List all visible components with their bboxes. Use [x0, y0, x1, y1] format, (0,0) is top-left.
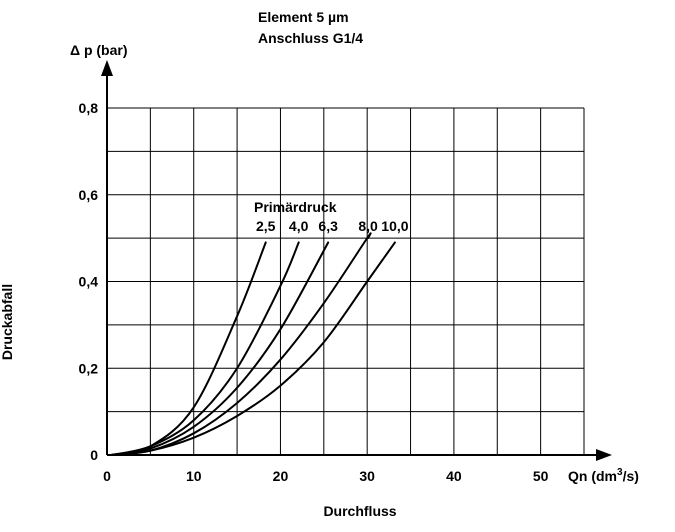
grid [107, 107, 585, 455]
y-axis-title: Druckabfall [0, 284, 15, 360]
chart-title-line-2: Anschluss G1/4 [258, 30, 363, 46]
x-tick-label: 30 [359, 468, 375, 484]
x-unit-label: Qn (dm3/s) [568, 467, 639, 484]
y-tick-label: 0,6 [79, 187, 99, 203]
legend-title: Primärdruck [254, 199, 337, 215]
series-curve [110, 241, 267, 456]
x-unit-label-sup: 3 [617, 467, 623, 478]
y-tick-label: 0,8 [79, 100, 99, 116]
series-label: 4,0 [289, 218, 309, 234]
x-tick-label: 10 [186, 468, 202, 484]
series-curve [110, 241, 396, 456]
y-tick-label: 0 [90, 447, 98, 463]
curves [110, 232, 396, 456]
series-label: 8,0 [358, 218, 378, 234]
x-axis-arrow [596, 449, 612, 461]
labels: Element 5 µm Anschluss G1/4 Δ p (bar) Dr… [0, 9, 639, 519]
series-label: 10,0 [381, 218, 408, 234]
x-unit-label-suffix: /s) [623, 468, 639, 484]
x-tick-label: 20 [273, 468, 289, 484]
x-unit-label-prefix: Qn (dm [568, 468, 617, 484]
x-tick-label: 50 [533, 468, 549, 484]
y-unit-label: Δ p (bar) [70, 42, 128, 58]
axes: 0 10 20 30 40 50 0 0,2 0,4 0,6 0,8 [79, 60, 612, 484]
chart-title-line-1: Element 5 µm [258, 9, 349, 25]
x-axis-title: Durchfluss [323, 503, 396, 519]
series-label: 6,3 [318, 218, 338, 234]
y-tick-label: 0,2 [79, 360, 99, 376]
series-curve [110, 241, 300, 456]
series-label: 2,5 [256, 218, 276, 234]
series-curve [110, 241, 330, 456]
y-tick-label: 0,4 [79, 274, 99, 290]
y-axis-arrow [101, 60, 113, 76]
x-tick-label: 40 [446, 468, 462, 484]
x-tick-label: 0 [103, 468, 111, 484]
series-labels: 2,5 4,0 6,3 8,0 10,0 [256, 218, 409, 234]
